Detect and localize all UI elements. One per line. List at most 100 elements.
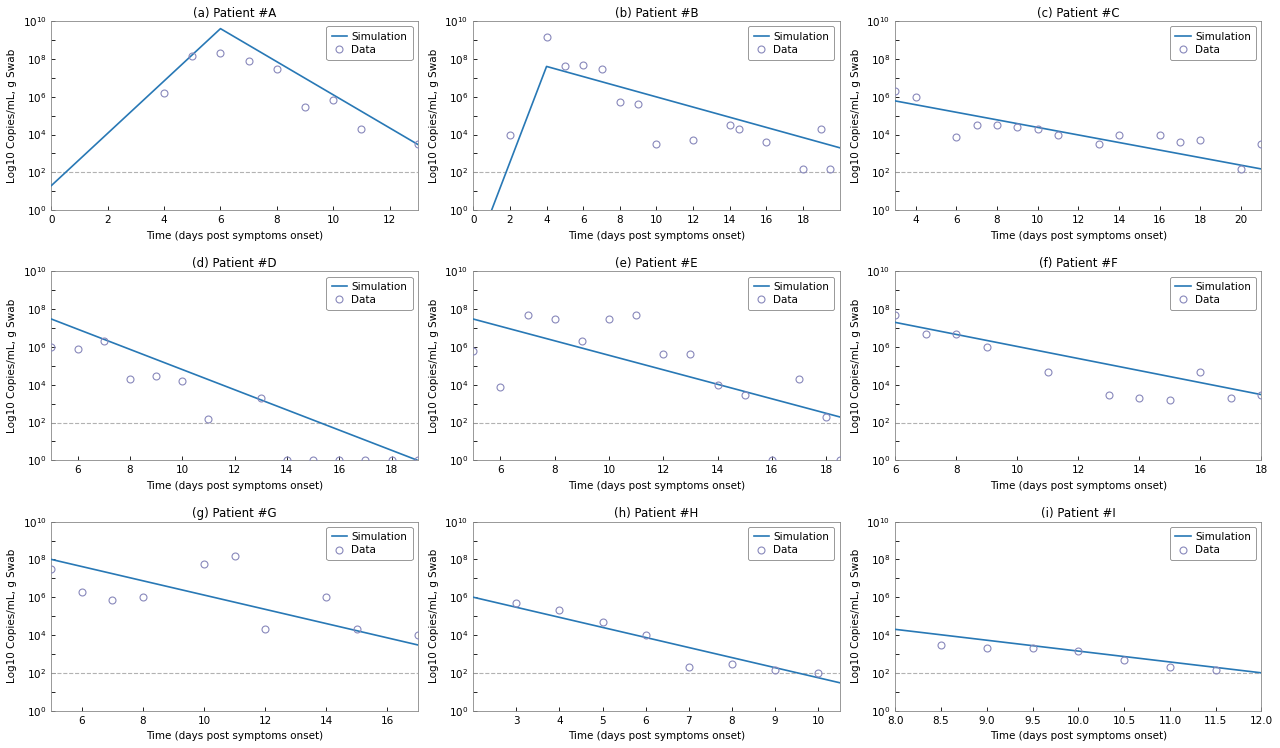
Data (325, 95, 340, 104)
Data (493, 382, 508, 391)
Data (319, 592, 334, 601)
Data (731, 124, 746, 133)
Simulation (212, 24, 228, 33)
Data (969, 121, 984, 130)
Data (710, 380, 726, 389)
Data (764, 456, 780, 465)
Data (332, 456, 347, 465)
Legend: Simulation, Data: Simulation, Data (1170, 527, 1256, 560)
Data (410, 140, 425, 149)
Data (948, 329, 964, 338)
Data (105, 595, 120, 604)
Data (1041, 367, 1056, 376)
Data (410, 456, 425, 465)
Data (1162, 396, 1178, 405)
Data (156, 89, 172, 98)
X-axis label: Time (days post symptoms onset): Time (days post symptoms onset) (989, 481, 1167, 491)
Data (357, 456, 372, 465)
Data (1070, 646, 1085, 655)
X-axis label: Time (days post symptoms onset): Time (days post symptoms onset) (568, 481, 745, 491)
Legend: Simulation, Data: Simulation, Data (1170, 277, 1256, 310)
Y-axis label: Log10 Copies/mL, g Swab: Log10 Copies/mL, g Swab (6, 298, 17, 433)
Data (466, 346, 481, 355)
Data (1116, 655, 1132, 664)
Y-axis label: Log10 Copies/mL, g Swab: Log10 Copies/mL, g Swab (851, 298, 860, 433)
Legend: Simulation, Data: Simulation, Data (326, 277, 412, 310)
Line: Data: Data (937, 642, 1219, 673)
Data (576, 60, 591, 69)
Y-axis label: Log10 Copies/mL, g Swab: Log10 Copies/mL, g Swab (851, 49, 860, 183)
Data (767, 665, 782, 674)
Data (1162, 663, 1178, 672)
Y-axis label: Log10 Copies/mL, g Swab: Log10 Copies/mL, g Swab (6, 49, 17, 183)
Line: Data: Data (161, 50, 421, 148)
Data (174, 377, 189, 386)
Y-axis label: Log10 Copies/mL, g Swab: Log10 Copies/mL, g Swab (6, 549, 17, 683)
Data (1208, 665, 1224, 674)
Data (44, 343, 59, 352)
Data (575, 337, 590, 346)
Data (810, 669, 826, 678)
Data (595, 617, 611, 626)
X-axis label: Time (days post symptoms onset): Time (days post symptoms onset) (568, 731, 745, 741)
Data (979, 343, 995, 352)
Data (279, 456, 294, 465)
X-axis label: Time (days post symptoms onset): Time (days post symptoms onset) (146, 481, 323, 491)
Data (552, 606, 567, 615)
Data (520, 310, 535, 319)
Line: Data: Data (513, 599, 822, 676)
Data (70, 344, 86, 353)
Data (795, 165, 810, 174)
Data (353, 124, 369, 133)
Data (832, 456, 847, 465)
Data (1224, 393, 1239, 402)
Data (685, 135, 700, 144)
Line: Simulation: Simulation (51, 28, 417, 186)
Title: (h) Patient #H: (h) Patient #H (614, 507, 699, 521)
Data (602, 315, 617, 324)
Y-axis label: Log10 Copies/mL, g Swab: Log10 Copies/mL, g Swab (429, 49, 439, 183)
Line: Simulation: Simulation (492, 67, 840, 210)
Data (1051, 130, 1066, 139)
Data (349, 625, 365, 634)
Simulation (410, 140, 425, 149)
Legend: Simulation, Data: Simulation, Data (326, 527, 412, 560)
Data (979, 644, 995, 653)
Title: (g) Patient #G: (g) Patient #G (192, 507, 276, 521)
Title: (a) Patient #A: (a) Patient #A (193, 7, 276, 20)
Data (241, 56, 256, 65)
X-axis label: Time (days post symptoms onset): Time (days post symptoms onset) (989, 731, 1167, 741)
Data (724, 659, 740, 668)
Data (184, 51, 200, 60)
Data (887, 87, 902, 96)
Data (1025, 644, 1041, 653)
Data (814, 124, 829, 133)
Data (1193, 135, 1208, 144)
Data (257, 625, 273, 634)
Simulation (832, 143, 847, 152)
Data (637, 631, 653, 640)
Data (1172, 138, 1188, 147)
Data (1254, 390, 1270, 399)
Data (269, 64, 284, 73)
Data (612, 98, 627, 107)
Title: (b) Patient #B: (b) Patient #B (614, 7, 699, 20)
Data (227, 551, 242, 560)
Data (1091, 140, 1106, 149)
X-axis label: Time (days post symptoms onset): Time (days post symptoms onset) (146, 731, 323, 741)
Data (253, 393, 269, 402)
Data (722, 121, 737, 130)
Simulation (484, 206, 499, 215)
Data (74, 587, 90, 596)
Data (933, 640, 948, 649)
Line: Data: Data (470, 311, 844, 464)
Data (631, 99, 646, 108)
Legend: Simulation, Data: Simulation, Data (1170, 26, 1256, 60)
Title: (f) Patient #F: (f) Patient #F (1039, 257, 1117, 270)
Data (508, 598, 524, 607)
Y-axis label: Log10 Copies/mL, g Swab: Log10 Copies/mL, g Swab (851, 549, 860, 683)
Data (201, 414, 216, 423)
Y-axis label: Log10 Copies/mL, g Swab: Log10 Copies/mL, g Swab (429, 549, 439, 683)
Data (502, 130, 517, 139)
X-axis label: Time (days post symptoms onset): Time (days post symptoms onset) (568, 230, 745, 241)
